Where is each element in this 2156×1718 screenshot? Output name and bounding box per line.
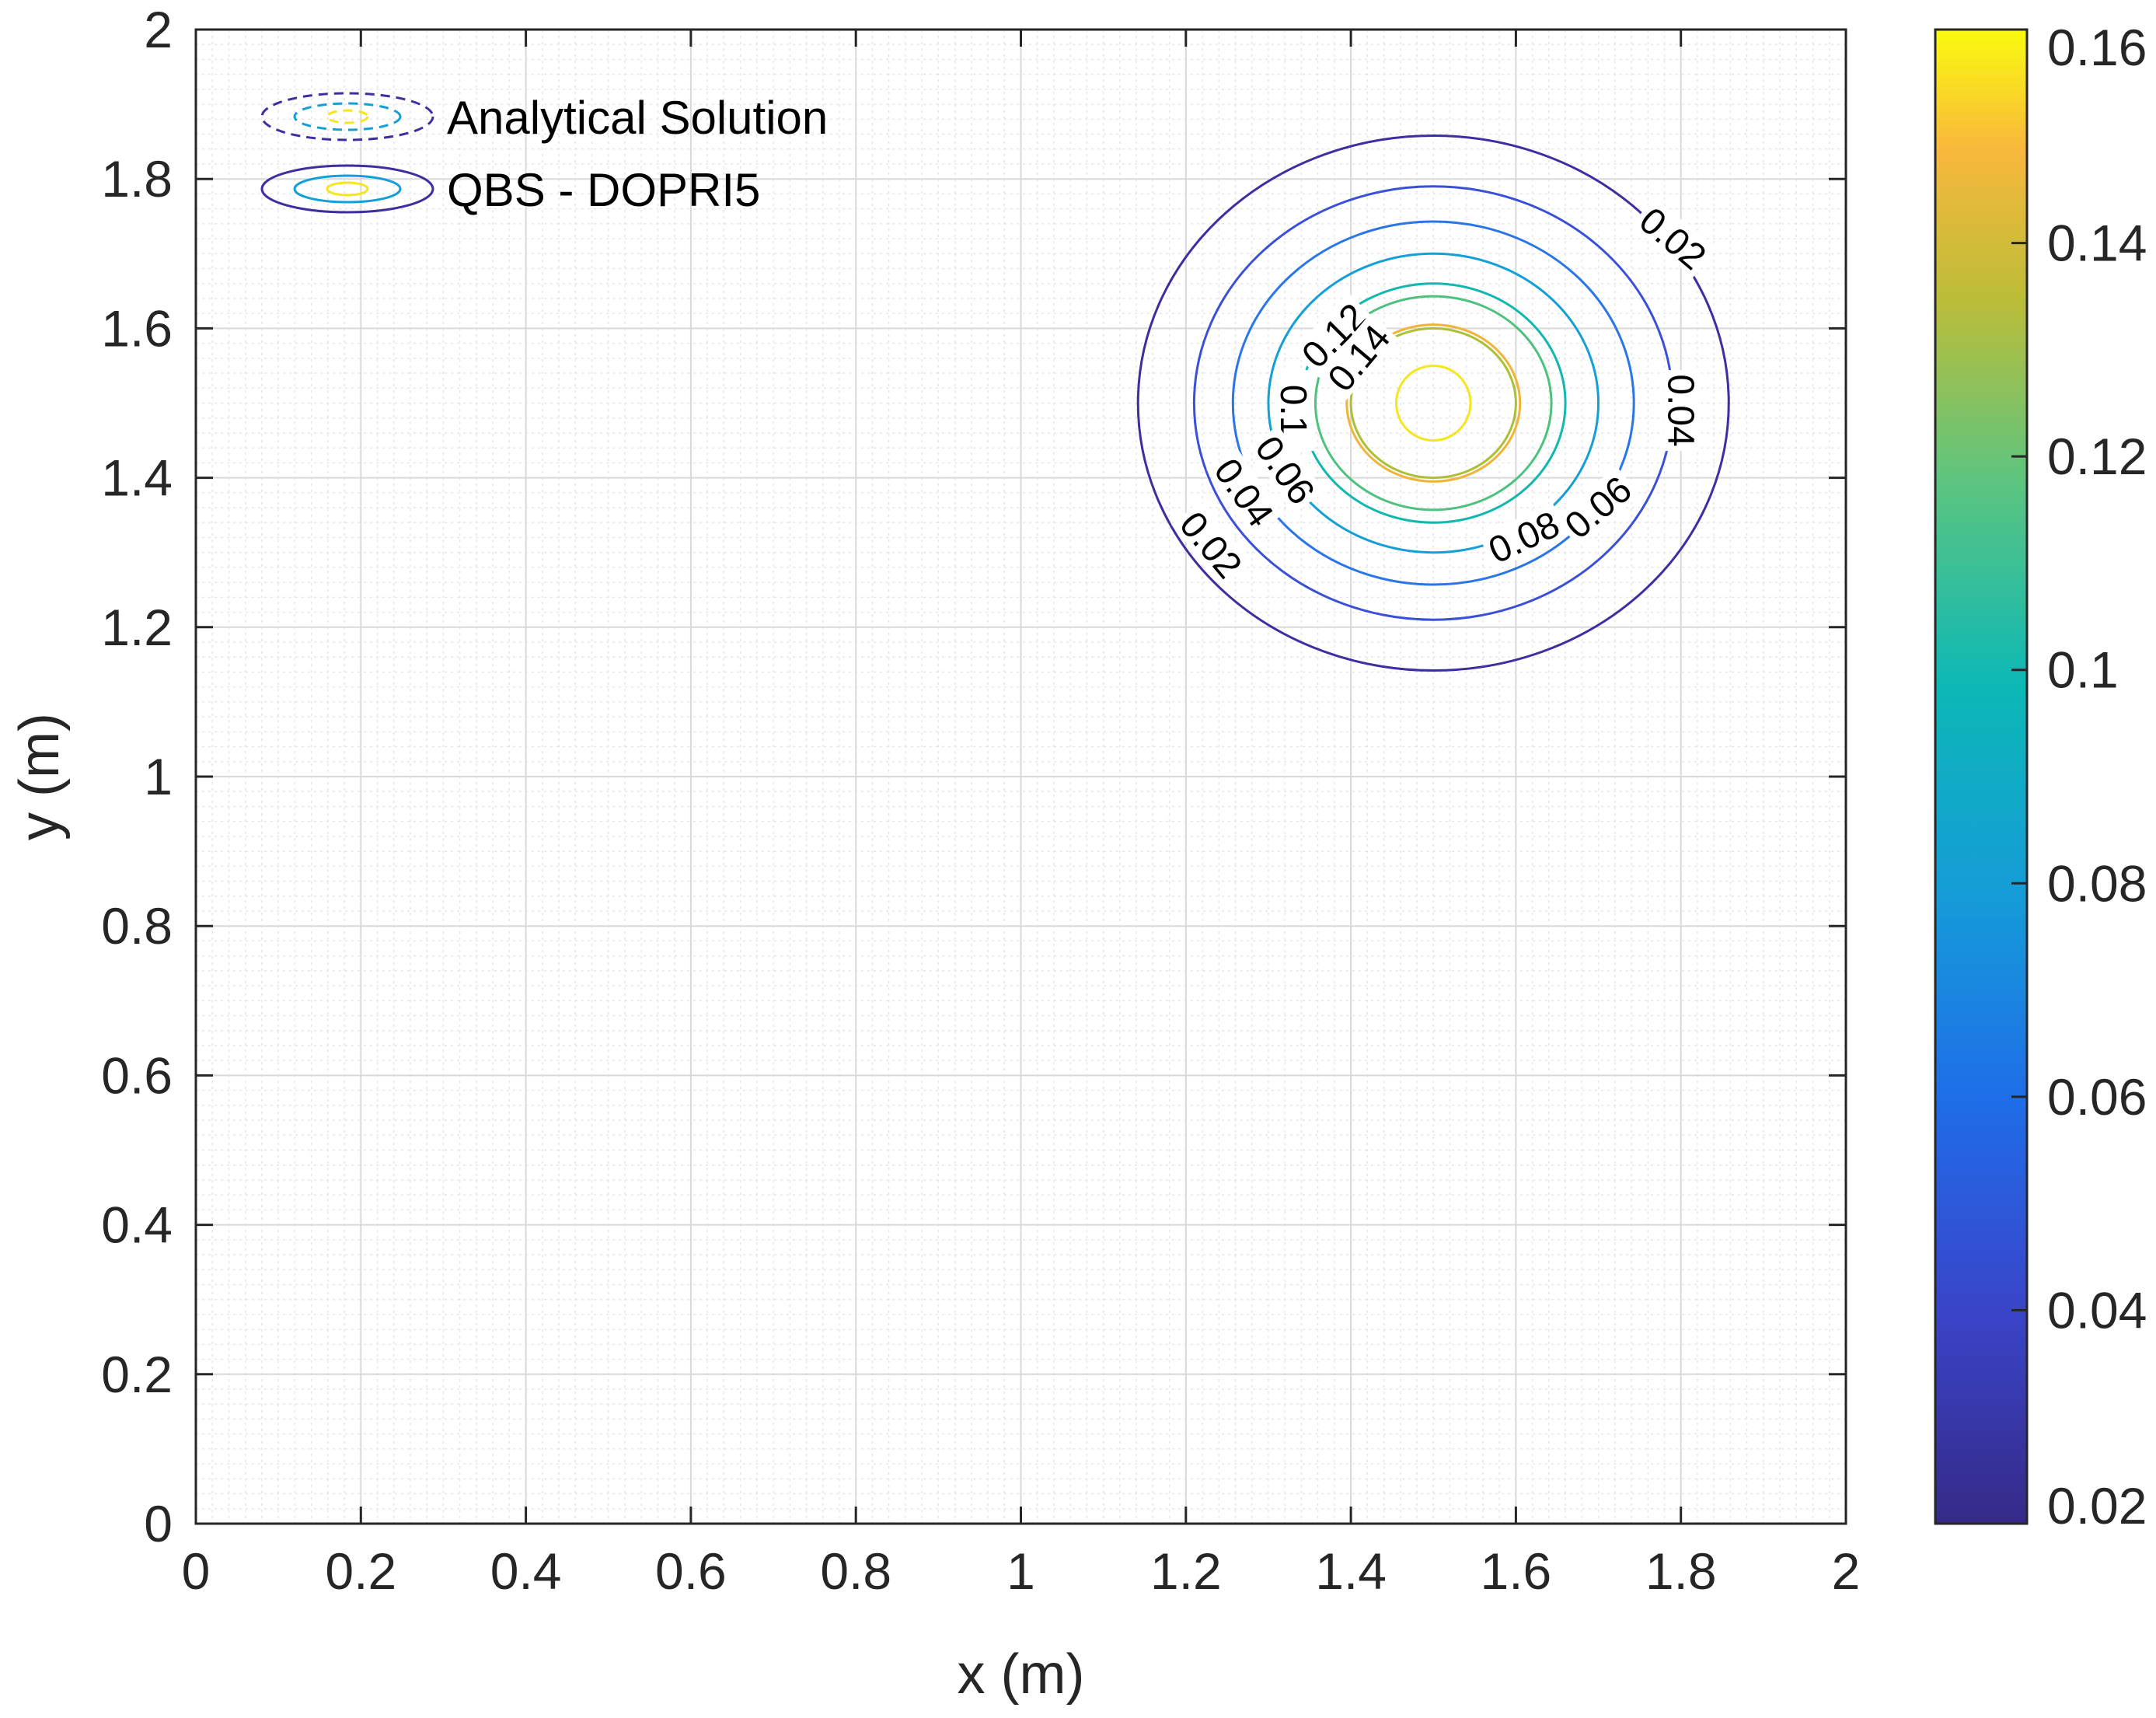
contour-label-bg <box>1663 370 1701 452</box>
legend-icon-ring <box>293 174 402 204</box>
contour-level-0-14 <box>1349 326 1517 480</box>
x-tick-label: 0.2 <box>325 1542 396 1600</box>
x-tick-label: 0.4 <box>490 1542 562 1600</box>
legend-entry-qbs: QBS - DOPRI5 <box>260 164 760 216</box>
contour-label-bg <box>1554 466 1641 547</box>
y-tick-label: 0.6 <box>101 1046 173 1104</box>
y-tick-label: 1.8 <box>101 150 173 208</box>
contour-level-0-08 <box>1267 252 1600 554</box>
y-tick-label: 1.2 <box>101 599 173 656</box>
contour-label-bg <box>1247 425 1325 514</box>
colorbar-gradient <box>1934 28 2029 1525</box>
legend-dashed-contour-icon <box>260 92 434 141</box>
legend: Analytical Solution QBS - DOPRI5 <box>260 92 828 216</box>
y-tick-label: 1.6 <box>101 299 173 357</box>
contour-labels: 0.020.040.060.080.10.120.140.060.040.02 <box>1171 197 1717 588</box>
contour-level-0-12 <box>1313 295 1553 512</box>
colorbar-tick-label: 0.08 <box>2047 854 2147 912</box>
y-tick-label: 0 <box>144 1495 173 1552</box>
legend-icon-ring <box>260 164 434 214</box>
x-tick-label: 1.6 <box>1481 1542 1552 1600</box>
contour-label-bg <box>1478 501 1568 571</box>
x-tick-label: 2 <box>1832 1542 1861 1600</box>
colorbar-tick-label: 0.02 <box>2047 1477 2147 1535</box>
legend-solid-contour-icon <box>260 164 434 214</box>
y-tick-label: 0.8 <box>101 897 173 955</box>
y-axis-ticks: 0 0.2 0.4 0.6 0.8 1 1.2 1.4 1.6 1.8 2 <box>101 1 1846 1552</box>
y-tick-label: 1 <box>144 748 173 805</box>
colorbar-tick-label: 0.12 <box>2047 428 2147 485</box>
colorbar-tick-label: 0.1 <box>2047 641 2119 699</box>
contour-label-bg <box>1171 501 1252 588</box>
colorbar: 0.02 0.04 0.06 0.08 0.1 0.12 0.14 0.16 <box>1934 19 2147 1535</box>
contour-level-0-06 <box>1231 220 1635 586</box>
y-tick-label: 2 <box>144 1 173 58</box>
x-tick-label: 1.8 <box>1645 1542 1717 1600</box>
contour-label-bg <box>1317 314 1398 400</box>
y-axis-label: y (m) <box>9 713 71 840</box>
x-tick-label: 1.2 <box>1150 1542 1222 1600</box>
legend-entry-analytical: Analytical Solution <box>260 92 828 144</box>
y-tick-label: 0.2 <box>101 1346 173 1403</box>
contour-label-bg <box>1206 448 1284 536</box>
x-axis-label: x (m) <box>958 1643 1085 1706</box>
legend-icon-ring <box>326 181 369 197</box>
colorbar-tick-label: 0.14 <box>2047 215 2147 272</box>
colorbar-tick-label: 0.04 <box>2047 1281 2147 1339</box>
x-tick-label: 1.4 <box>1315 1542 1387 1600</box>
colorbar-tick-label: 0.06 <box>2047 1068 2147 1126</box>
colorbar-ticks: 0.02 0.04 0.06 0.08 0.1 0.12 0.14 0.16 <box>2011 19 2147 1535</box>
x-tick-label: 0.8 <box>820 1542 891 1600</box>
contour-label-bg <box>1631 197 1717 278</box>
contour-level-0-15 <box>1345 323 1522 483</box>
legend-label-qbs: QBS - DOPRI5 <box>447 164 760 216</box>
legend-icon-ring <box>326 109 369 124</box>
contour-level-0-16 <box>1394 364 1472 442</box>
colorbar-tick-label: 0.16 <box>2047 19 2147 76</box>
x-tick-label: 1 <box>1006 1542 1035 1600</box>
contour-label: 0.04 <box>1660 374 1701 446</box>
x-tick-label: 0.6 <box>655 1542 727 1600</box>
x-tick-label: 0 <box>182 1542 211 1600</box>
y-tick-label: 1.4 <box>101 449 173 507</box>
contour-label-bg <box>1275 370 1313 452</box>
legend-icon-ring <box>293 102 402 131</box>
contour-label-bg <box>1291 292 1376 377</box>
contour-level-0-02 <box>1136 134 1730 672</box>
legend-label-analytical: Analytical Solution <box>447 92 828 144</box>
x-axis-ticks: 0 0.2 0.4 0.6 0.8 1 1.2 1.4 1.6 1.8 2 <box>182 30 1861 1600</box>
y-tick-label: 0.4 <box>101 1196 173 1254</box>
legend-icon-ring <box>260 92 434 141</box>
